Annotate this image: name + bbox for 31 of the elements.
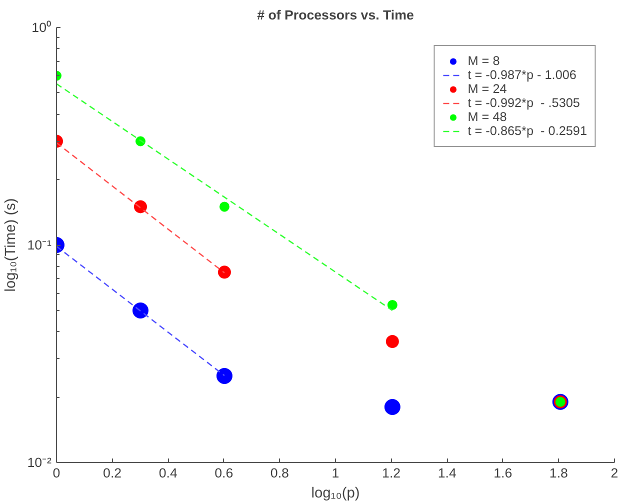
x-tick-label: 0 bbox=[52, 466, 60, 480]
x-tick-label: 1.6 bbox=[494, 466, 512, 480]
point bbox=[386, 335, 399, 348]
x-axis-title: log₁₀(p) bbox=[311, 486, 360, 502]
point bbox=[216, 368, 232, 384]
x-tick-label: 1.8 bbox=[549, 466, 568, 480]
x-tick-label: 0.6 bbox=[214, 466, 234, 480]
x-tick-label: 0.8 bbox=[270, 466, 289, 480]
point bbox=[218, 266, 231, 279]
point bbox=[219, 202, 230, 212]
x-tick-label: 0.4 bbox=[158, 466, 178, 480]
legend-label: t = -0.992*p - .5305 bbox=[468, 96, 580, 110]
y-axis-title: log₁₀(Time) (s) bbox=[3, 198, 20, 292]
chart-title: # of Processors vs. Time bbox=[257, 8, 414, 22]
point bbox=[132, 302, 148, 318]
legend-label: t = -0.865*p - 0.2591 bbox=[468, 124, 587, 138]
x-tick-label: 1 bbox=[332, 466, 340, 480]
x-tick-label: 2 bbox=[610, 466, 618, 480]
legend-label: M = 24 bbox=[468, 82, 507, 96]
legend-label: t = -0.987*p - 1.006 bbox=[468, 68, 576, 82]
legend-label: M = 8 bbox=[468, 54, 500, 68]
point bbox=[134, 200, 147, 214]
point bbox=[387, 300, 398, 310]
y-tick-label: 10⁻¹ bbox=[27, 238, 52, 252]
y-tick-label: 10⁰ bbox=[32, 20, 52, 35]
legend-label: M = 48 bbox=[468, 110, 507, 124]
x-tick-label: 1.2 bbox=[382, 466, 401, 480]
y-tick-label: 10⁻² bbox=[27, 455, 52, 470]
x-tick-label: 0.2 bbox=[103, 466, 122, 480]
point bbox=[384, 398, 400, 415]
x-tick-label: 1.4 bbox=[438, 466, 457, 480]
